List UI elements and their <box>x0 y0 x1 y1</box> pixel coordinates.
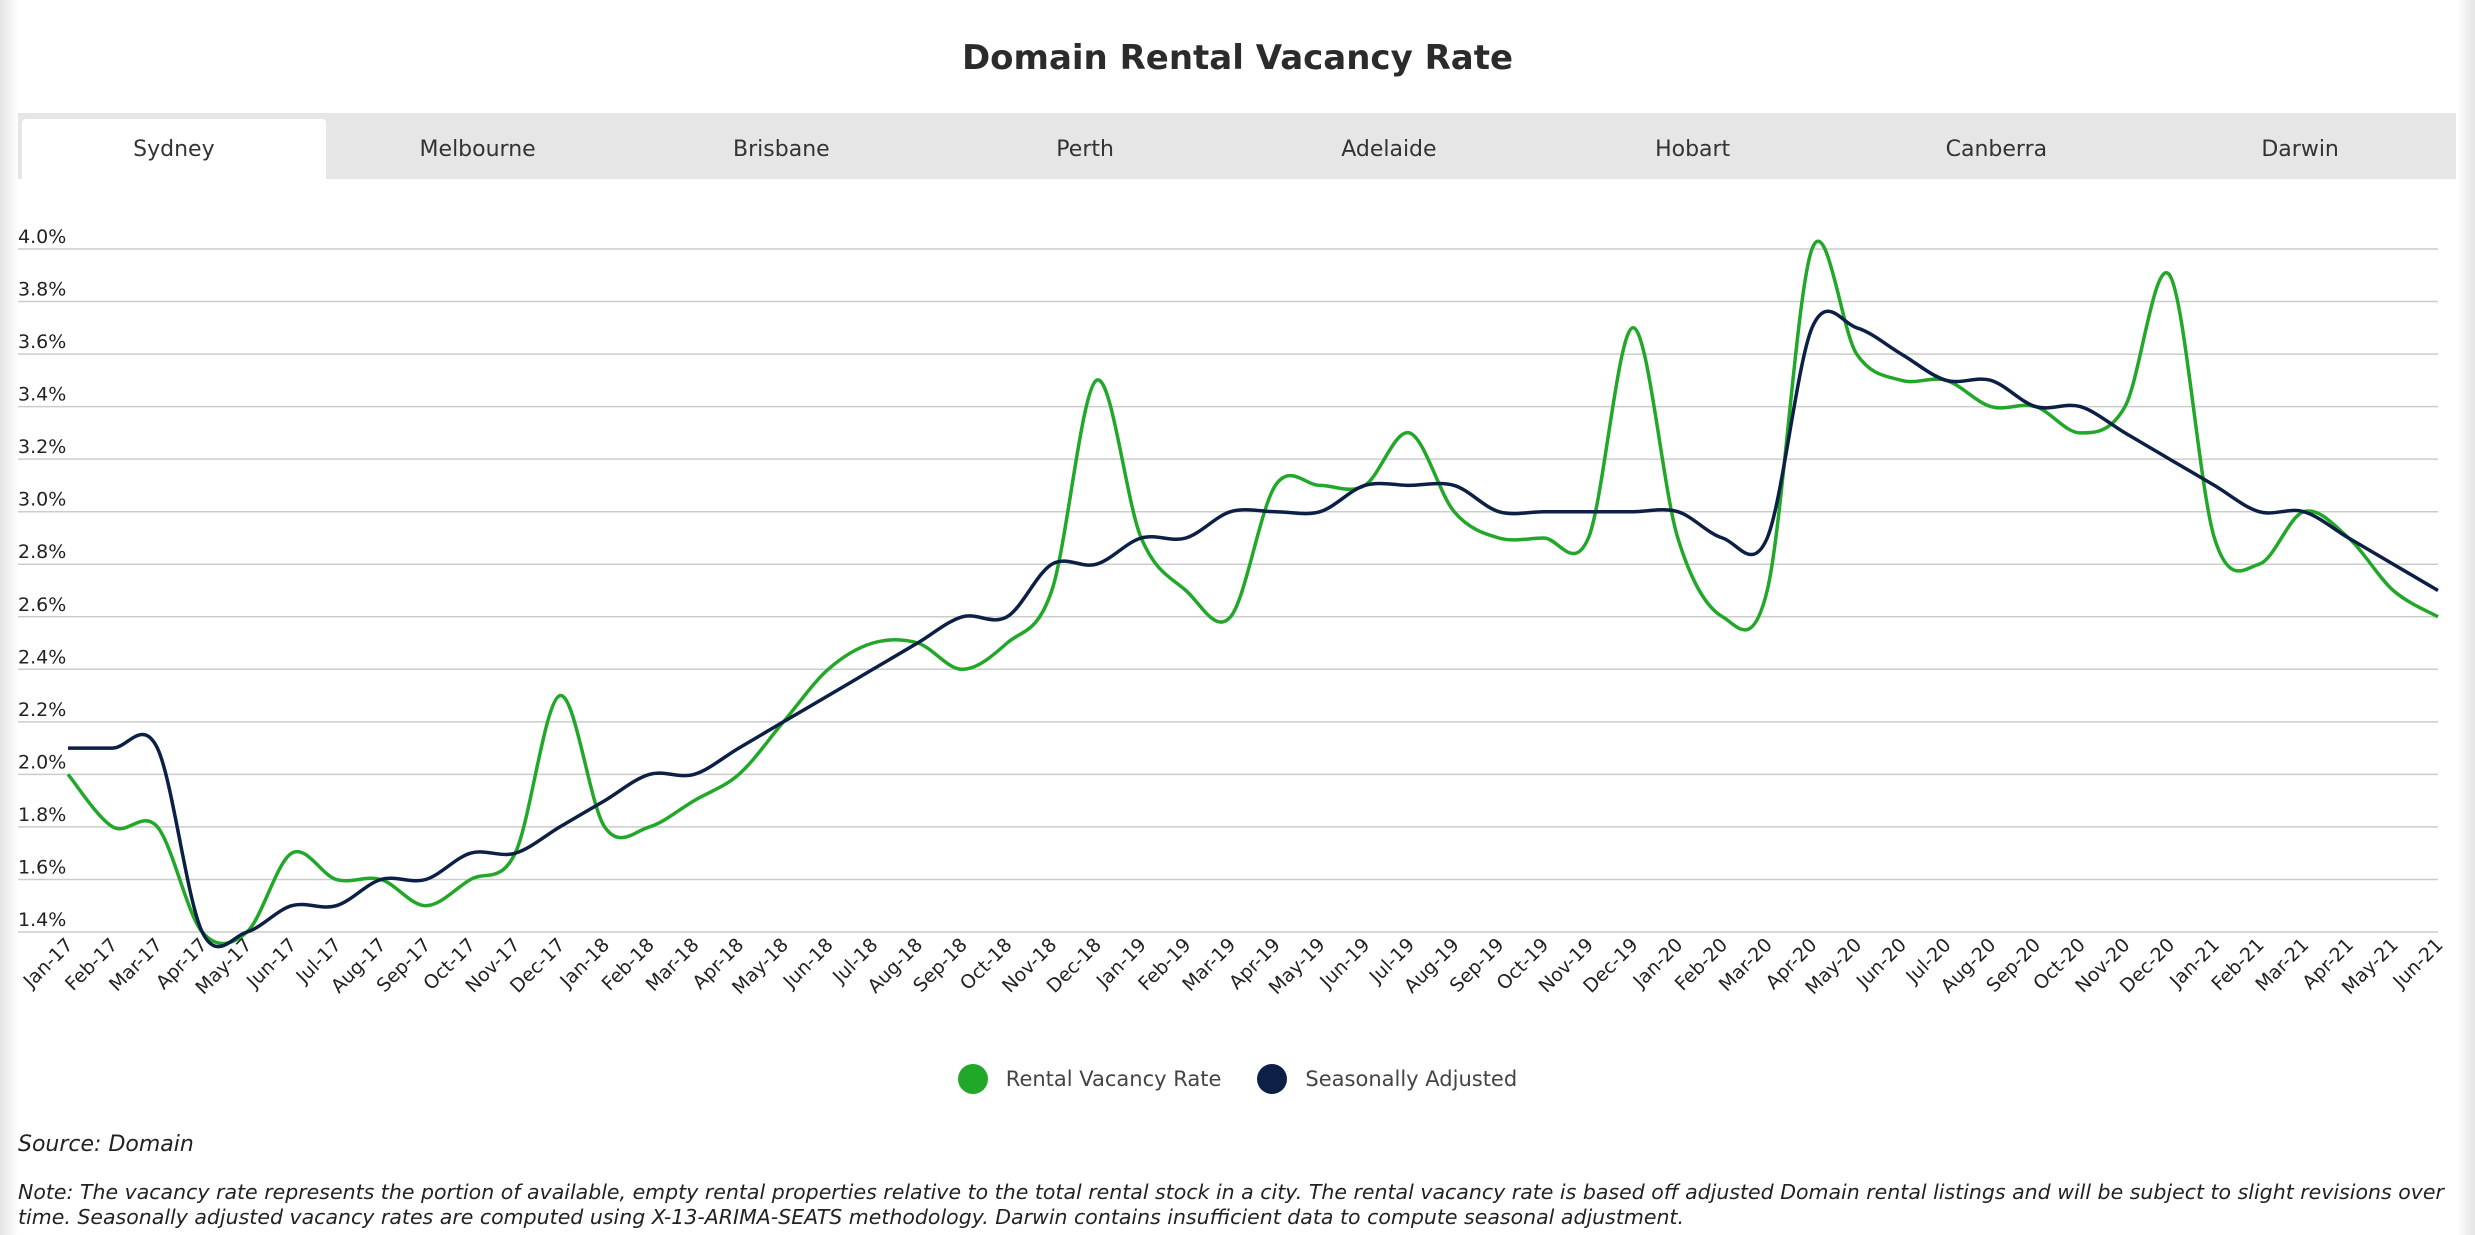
grid-lines <box>18 248 2438 933</box>
y-tick-label: 2.4% <box>18 646 66 668</box>
y-tick-label: 1.6% <box>18 856 66 878</box>
x-axis-ticks: Jan-17Feb-17Mar-17Apr-17May-17Jun-17Jul-… <box>19 934 2448 999</box>
legend-item-seasonal[interactable]: Seasonally Adjusted <box>1257 1064 1517 1094</box>
x-tick-label: Jun-20 <box>1852 934 1911 993</box>
note-text: Note: The vacancy rate represents the po… <box>18 1180 2444 1229</box>
source-text: Source: Domain <box>18 1132 194 1157</box>
y-tick-label: 3.4% <box>18 384 66 406</box>
tab-brisbane[interactable]: Brisbane <box>733 136 830 162</box>
y-axis-ticks: 1.4% 1.6% 1.8% 2.0% 2.2% 2.4% 2.6% 2.8% 3.0% 3.2%… <box>18 226 66 931</box>
y-tick-label: 1.4% <box>18 909 66 931</box>
tab-perth[interactable]: Perth <box>1056 136 1114 162</box>
y-tick-label: 4.0% <box>18 226 66 248</box>
chart-title: Domain Rental Vacancy Rate <box>961 38 1514 78</box>
city-tabs: Sydney Melbourne Brisbane Perth Adelaide… <box>18 113 2456 179</box>
y-tick-label: 2.0% <box>18 751 66 773</box>
y-tick-label: 2.6% <box>18 594 66 616</box>
series-lines <box>66 239 2439 949</box>
x-tick-label: Jun-18 <box>779 934 838 993</box>
x-tick-label: Jun-21 <box>2388 934 2447 993</box>
tab-melbourne[interactable]: Melbourne <box>419 136 536 162</box>
tab-canberra[interactable]: Canberra <box>1945 136 2048 162</box>
y-tick-label: 1.8% <box>18 804 66 826</box>
y-tick-label: 2.8% <box>18 541 66 563</box>
y-tick-label: 3.8% <box>18 279 66 301</box>
y-tick-label: 2.2% <box>18 699 66 721</box>
legend-label-rental: Rental Vacancy Rate <box>1005 1067 1222 1091</box>
x-tick-label: Jun-19 <box>1315 934 1374 993</box>
legend-label-seasonal: Seasonally Adjusted <box>1305 1067 1518 1091</box>
y-tick-label: 3.0% <box>18 489 66 511</box>
tab-darwin[interactable]: Darwin <box>2261 136 2339 162</box>
x-tick-label: Jun-17 <box>242 934 301 993</box>
series-seasonally-adjusted[interactable] <box>67 309 2439 949</box>
y-tick-label: 3.2% <box>18 436 66 458</box>
line-chart: 1.4% 1.6% 1.8% 2.0% 2.2% 2.4% 2.6% 2.8% 3.0% 3.2%… <box>18 226 2448 999</box>
legend-marker-seasonal <box>1257 1064 1288 1094</box>
legend-item-rental[interactable]: Rental Vacancy Rate <box>957 1064 1222 1094</box>
series-rental-vacancy-rate[interactable] <box>66 239 2439 946</box>
tab-hobart[interactable]: Hobart <box>1655 136 1731 162</box>
legend-marker-rental <box>957 1064 988 1094</box>
y-tick-label: 3.6% <box>18 331 66 353</box>
tab-adelaide[interactable]: Adelaide <box>1341 136 1437 162</box>
chart-legend: Rental Vacancy Rate Seasonally Adjusted <box>0 1064 2475 1094</box>
tab-sydney[interactable]: Sydney <box>22 119 326 179</box>
